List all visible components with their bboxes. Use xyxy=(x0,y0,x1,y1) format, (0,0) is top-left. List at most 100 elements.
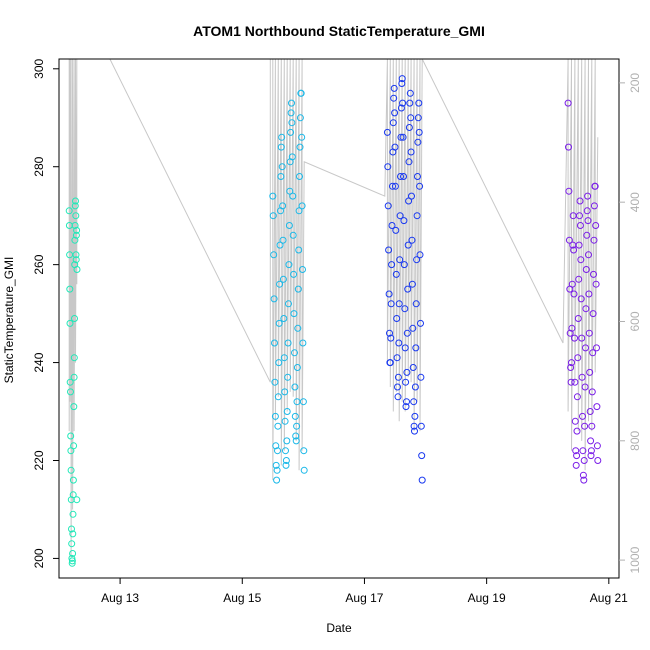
data-point-s4 xyxy=(573,427,581,435)
y-tick-label: 220 xyxy=(32,450,46,470)
data-point-s2 xyxy=(276,280,284,288)
data-point-s2 xyxy=(296,114,304,122)
data-point-s2 xyxy=(294,285,302,293)
data-point-s2 xyxy=(293,422,301,430)
data-point-s3 xyxy=(399,99,407,107)
data-point-s1 xyxy=(73,266,81,273)
data-point-s3 xyxy=(393,354,401,362)
data-point-s1 xyxy=(68,557,76,565)
data-point-s2 xyxy=(277,143,285,151)
data-point-s1 xyxy=(65,207,73,215)
data-point-s2 xyxy=(298,133,306,141)
data-point-s1 xyxy=(71,236,79,244)
data-point-s4 xyxy=(575,241,583,249)
data-point-s3 xyxy=(408,236,416,244)
data-point-s4 xyxy=(568,280,576,288)
data-point-s2 xyxy=(275,359,283,367)
data-point-s2 xyxy=(285,222,293,229)
data-point-s4 xyxy=(565,143,572,151)
data-point-s4 xyxy=(567,364,575,371)
data-point-s1 xyxy=(72,212,80,220)
data-point-s1 xyxy=(72,197,79,205)
data-point-s4 xyxy=(585,251,592,259)
data-point-s1 xyxy=(68,559,76,567)
y2-tick-label: 400 xyxy=(628,192,642,212)
data-point-s3 xyxy=(416,182,424,190)
data-point-s3 xyxy=(387,334,395,342)
data-point-s4 xyxy=(593,442,601,450)
data-point-s2 xyxy=(291,349,298,357)
data-point-s2 xyxy=(281,388,289,396)
data-point-s3 xyxy=(384,202,392,210)
data-point-s3 xyxy=(387,300,395,308)
data-point-s4 xyxy=(582,266,590,273)
data-point-s2 xyxy=(289,231,297,239)
data-point-s1 xyxy=(69,476,77,484)
data-point-s3 xyxy=(403,368,411,376)
data-point-s1 xyxy=(73,496,81,504)
data-point-s4 xyxy=(571,417,579,425)
data-point-s3 xyxy=(413,256,421,264)
data-point-s3 xyxy=(409,364,417,371)
data-point-s4 xyxy=(586,368,594,376)
x-tick-label: Aug 21 xyxy=(590,591,628,605)
data-point-s1 xyxy=(70,403,78,411)
data-point-s4 xyxy=(571,378,579,386)
data-point-s2 xyxy=(269,192,277,200)
data-point-s3 xyxy=(390,84,398,92)
data-point-s4 xyxy=(576,212,583,220)
data-point-s3 xyxy=(408,192,415,200)
data-point-s2 xyxy=(299,266,306,273)
data-point-s3 xyxy=(397,133,405,141)
data-point-s4 xyxy=(572,461,580,469)
data-point-s4 xyxy=(581,383,589,391)
data-point-s2 xyxy=(279,236,287,244)
y-tick-label: 300 xyxy=(32,58,46,78)
data-point-s2 xyxy=(274,422,282,430)
data-point-s2 xyxy=(286,187,294,195)
data-point-s2 xyxy=(283,408,291,415)
data-point-s3 xyxy=(404,241,412,249)
data-point-s2 xyxy=(280,354,288,362)
data-point-s3 xyxy=(417,373,425,381)
y2-tick-label: 600 xyxy=(628,311,642,331)
data-point-s2 xyxy=(294,324,302,332)
data-point-s4 xyxy=(574,354,582,362)
data-point-s3 xyxy=(396,256,404,264)
data-point-s4 xyxy=(584,192,592,200)
data-point-s3 xyxy=(400,261,408,269)
data-point-s1 xyxy=(70,442,78,450)
data-point-s2 xyxy=(293,364,301,371)
data-point-s2 xyxy=(275,319,283,327)
data-point-s4 xyxy=(580,457,588,464)
data-point-s1 xyxy=(68,525,75,533)
data-point-s4 xyxy=(588,388,596,396)
data-point-s1 xyxy=(68,540,76,548)
data-point-s3 xyxy=(410,398,418,406)
data-point-s3 xyxy=(397,173,404,180)
data-point-s3 xyxy=(394,373,402,381)
data-point-s3 xyxy=(413,212,421,220)
data-point-s3 xyxy=(388,261,396,269)
data-point-s2 xyxy=(271,339,278,347)
data-point-s3 xyxy=(414,173,421,180)
data-point-s2 xyxy=(300,447,308,455)
x-tick-label: Aug 19 xyxy=(468,591,506,605)
data-point-s3 xyxy=(385,246,393,254)
data-point-s2 xyxy=(291,383,299,391)
data-point-s2 xyxy=(274,447,281,455)
data-point-s4 xyxy=(565,187,573,195)
data-point-s4 xyxy=(592,222,600,229)
data-point-s2 xyxy=(280,315,288,322)
data-point-s4 xyxy=(578,373,586,381)
data-point-s4 xyxy=(583,231,591,239)
data-point-s4 xyxy=(582,305,590,313)
data-point-s2 xyxy=(270,295,278,303)
data-point-s4 xyxy=(587,437,595,445)
data-point-s4 xyxy=(571,334,578,342)
data-point-s2 xyxy=(290,310,298,318)
data-point-s4 xyxy=(586,408,594,415)
data-point-s1 xyxy=(71,202,79,210)
data-point-s3 xyxy=(392,270,400,278)
data-point-s2 xyxy=(281,417,289,425)
